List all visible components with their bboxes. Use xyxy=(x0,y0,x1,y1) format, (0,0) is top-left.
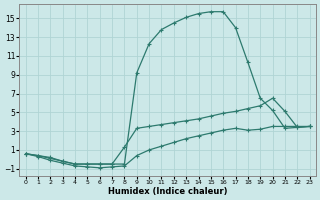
X-axis label: Humidex (Indice chaleur): Humidex (Indice chaleur) xyxy=(108,187,228,196)
